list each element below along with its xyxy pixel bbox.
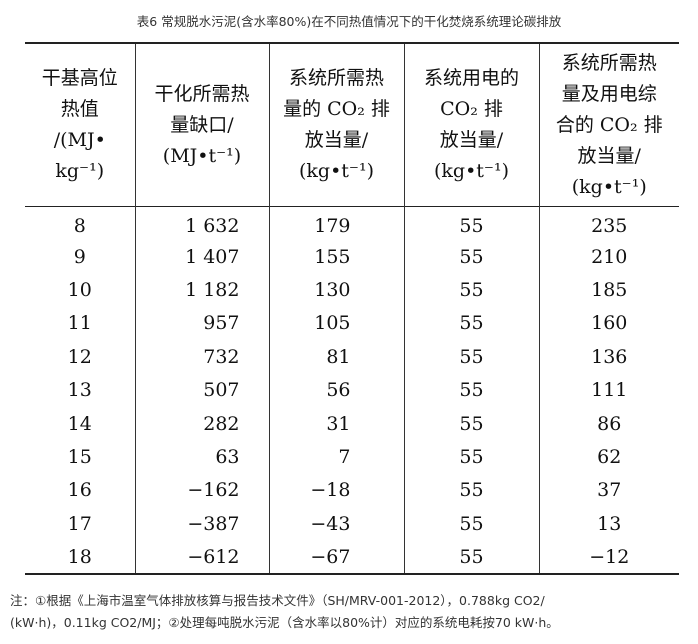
table-row: 18 −612 −67 55 −12 <box>25 540 679 574</box>
table-row: 8 1 632 179 55 235 <box>25 206 679 240</box>
table-cell: 13 <box>538 507 679 541</box>
column-header-line: 干化所需热 <box>154 82 250 105</box>
table-cell: 55 <box>403 507 539 541</box>
table-row: 15 63 7 55 62 <box>25 440 679 474</box>
column-header-line: (kg•t⁻¹) <box>434 160 509 182</box>
table-row: 14 282 31 55 86 <box>25 406 679 441</box>
table-cell: 17 <box>67 512 92 535</box>
column-header-line: 系统所需热 <box>288 67 384 89</box>
table-cell: 15 <box>67 445 92 468</box>
table-cell: 16 <box>67 479 92 502</box>
column-header-line: 系统用电的 <box>423 67 519 89</box>
column-header-line: 量及用电综 <box>561 82 657 105</box>
table-cell: 55 <box>403 440 539 474</box>
table-cell: 55 <box>403 406 539 441</box>
table-cell: 210 <box>538 239 679 274</box>
table-row: 16 −162 −18 55 37 <box>25 473 679 508</box>
column-header: 系统用电的 CO₂ 排放当量/ (kg•t⁻¹) <box>403 43 539 207</box>
table-cell: 13 <box>67 379 92 402</box>
column-header-line: 热值 <box>60 98 99 120</box>
table-cell: 957 <box>134 306 269 341</box>
table-cell: 9 <box>73 245 86 268</box>
footnote-line-1: 注：①根据《上海市温室气体排放核算与报告技术文件》（SH/MRV-001-201… <box>10 593 545 608</box>
column-header: 干基高位热值 /(MJ• kg⁻¹) <box>25 43 135 207</box>
table-cell: 18 <box>67 545 92 568</box>
column-header-line: /(MJ• <box>53 129 106 151</box>
column-header-line: 干基高位 <box>41 67 118 89</box>
table-row: 17 −387 −43 55 13 <box>25 507 679 541</box>
column-header: 系统所需热量及用电综合的 CO₂ 排放当量/ (kg•t⁻¹) <box>538 43 679 207</box>
table-cell: 55 <box>403 306 539 341</box>
column-header-line: (kg•t⁻¹) <box>299 160 374 182</box>
table-cell: 1 407 <box>134 239 269 274</box>
table-caption: 表6 常规脱水污泥(含水率80%)在不同热值情况下的干化焚烧系统理论碳排放 <box>136 14 562 29</box>
table-row: 10 1 182 130 55 185 <box>25 273 679 307</box>
table-cell: 130 <box>268 273 404 307</box>
column-header-line: 放当量/ <box>304 129 369 151</box>
table-cell: 179 <box>268 206 404 240</box>
table-cell: 8 <box>73 215 86 238</box>
table-cell: 55 <box>403 273 539 307</box>
table-row: 11 957 105 55 160 <box>25 306 679 341</box>
table-cell: 235 <box>538 206 679 240</box>
table-cell: 160 <box>538 306 679 341</box>
column-header-line: 量的 CO₂ 排 <box>283 98 390 120</box>
column-header-line: (kg•t⁻¹) <box>571 175 647 198</box>
column-header: 系统所需热量的 CO₂ 排放当量/ (kg•t⁻¹) <box>268 43 404 207</box>
table-cell: 1 632 <box>134 206 269 240</box>
table-cell: 55 <box>403 540 539 574</box>
table-cell: 55 <box>403 340 539 374</box>
table-cell: 55 <box>403 373 539 407</box>
table-cell: 111 <box>538 373 679 407</box>
table-cell: 63 <box>134 440 269 474</box>
footnote-line-2: (kW·h)，0.11kg CO2/MJ；②处理每吨脱水污泥（含水率以80%计）… <box>10 615 559 630</box>
column-header-line: 放当量/ <box>577 144 641 167</box>
table-cell: 136 <box>538 340 679 374</box>
column-header-line: 量缺口/ <box>170 113 234 136</box>
table-cell: 55 <box>403 206 539 240</box>
table-cell: 55 <box>403 473 539 508</box>
table-row: 12 732 81 55 136 <box>25 340 679 374</box>
table-cell: −387 <box>134 507 269 541</box>
table-header: 干基高位热值 /(MJ• kg⁻¹) 干化所需热量缺口/ (MJ•t⁻¹) 系统所需热量的… <box>25 43 679 207</box>
header-row: 干基高位热值 /(MJ• kg⁻¹) 干化所需热量缺口/ (MJ•t⁻¹) 系统所需热量的… <box>25 43 679 207</box>
table-cell: −612 <box>134 540 269 574</box>
table-cell: 55 <box>403 239 539 274</box>
table-cell: 86 <box>538 406 679 441</box>
table-cell: 1 182 <box>134 273 269 307</box>
table-cell: −18 <box>268 473 404 508</box>
column-header-line: 系统所需热 <box>561 51 657 74</box>
column-header-line: CO₂ 排 <box>440 98 503 120</box>
table-cell: 37 <box>538 473 679 508</box>
table-cell: −162 <box>134 473 269 508</box>
column-header: 干化所需热量缺口/ (MJ•t⁻¹) <box>134 43 269 207</box>
table-cell: 62 <box>538 440 679 474</box>
table-cell: 185 <box>538 273 679 307</box>
column-header-line: kg⁻¹) <box>55 160 105 182</box>
column-header-line: (MJ•t⁻¹) <box>162 144 242 167</box>
table-row: 9 1 407 155 55 210 <box>25 239 679 274</box>
column-header-line: 放当量/ <box>439 129 504 151</box>
table-cell: 507 <box>134 373 269 407</box>
table-cell: −12 <box>538 540 679 574</box>
table-cell: 105 <box>268 306 404 341</box>
table-footnote: 注：①根据《上海市温室气体排放核算与报告技术文件》（SH/MRV-001-201… <box>10 590 690 634</box>
table-cell: −43 <box>268 507 404 541</box>
table-cell: 732 <box>134 340 269 374</box>
table-cell: 12 <box>67 345 92 368</box>
table-cell: 11 <box>67 312 92 335</box>
table-cell: −67 <box>268 540 404 574</box>
table-cell: 56 <box>268 373 404 407</box>
table-cell: 7 <box>268 440 404 474</box>
table-cell: 31 <box>268 406 404 441</box>
table-row: 13 507 56 55 111 <box>25 373 679 407</box>
table-cell: 14 <box>67 412 92 435</box>
emissions-table: 干基高位热值 /(MJ• kg⁻¹) 干化所需热量缺口/ (MJ•t⁻¹) 系统所需热量的… <box>25 42 679 575</box>
table-cell: 81 <box>268 340 404 374</box>
table-cell: 282 <box>134 406 269 441</box>
column-header-line: 合的 CO₂ 排 <box>555 113 663 136</box>
table-cell: 155 <box>268 239 404 274</box>
table-cell: 10 <box>67 278 92 301</box>
